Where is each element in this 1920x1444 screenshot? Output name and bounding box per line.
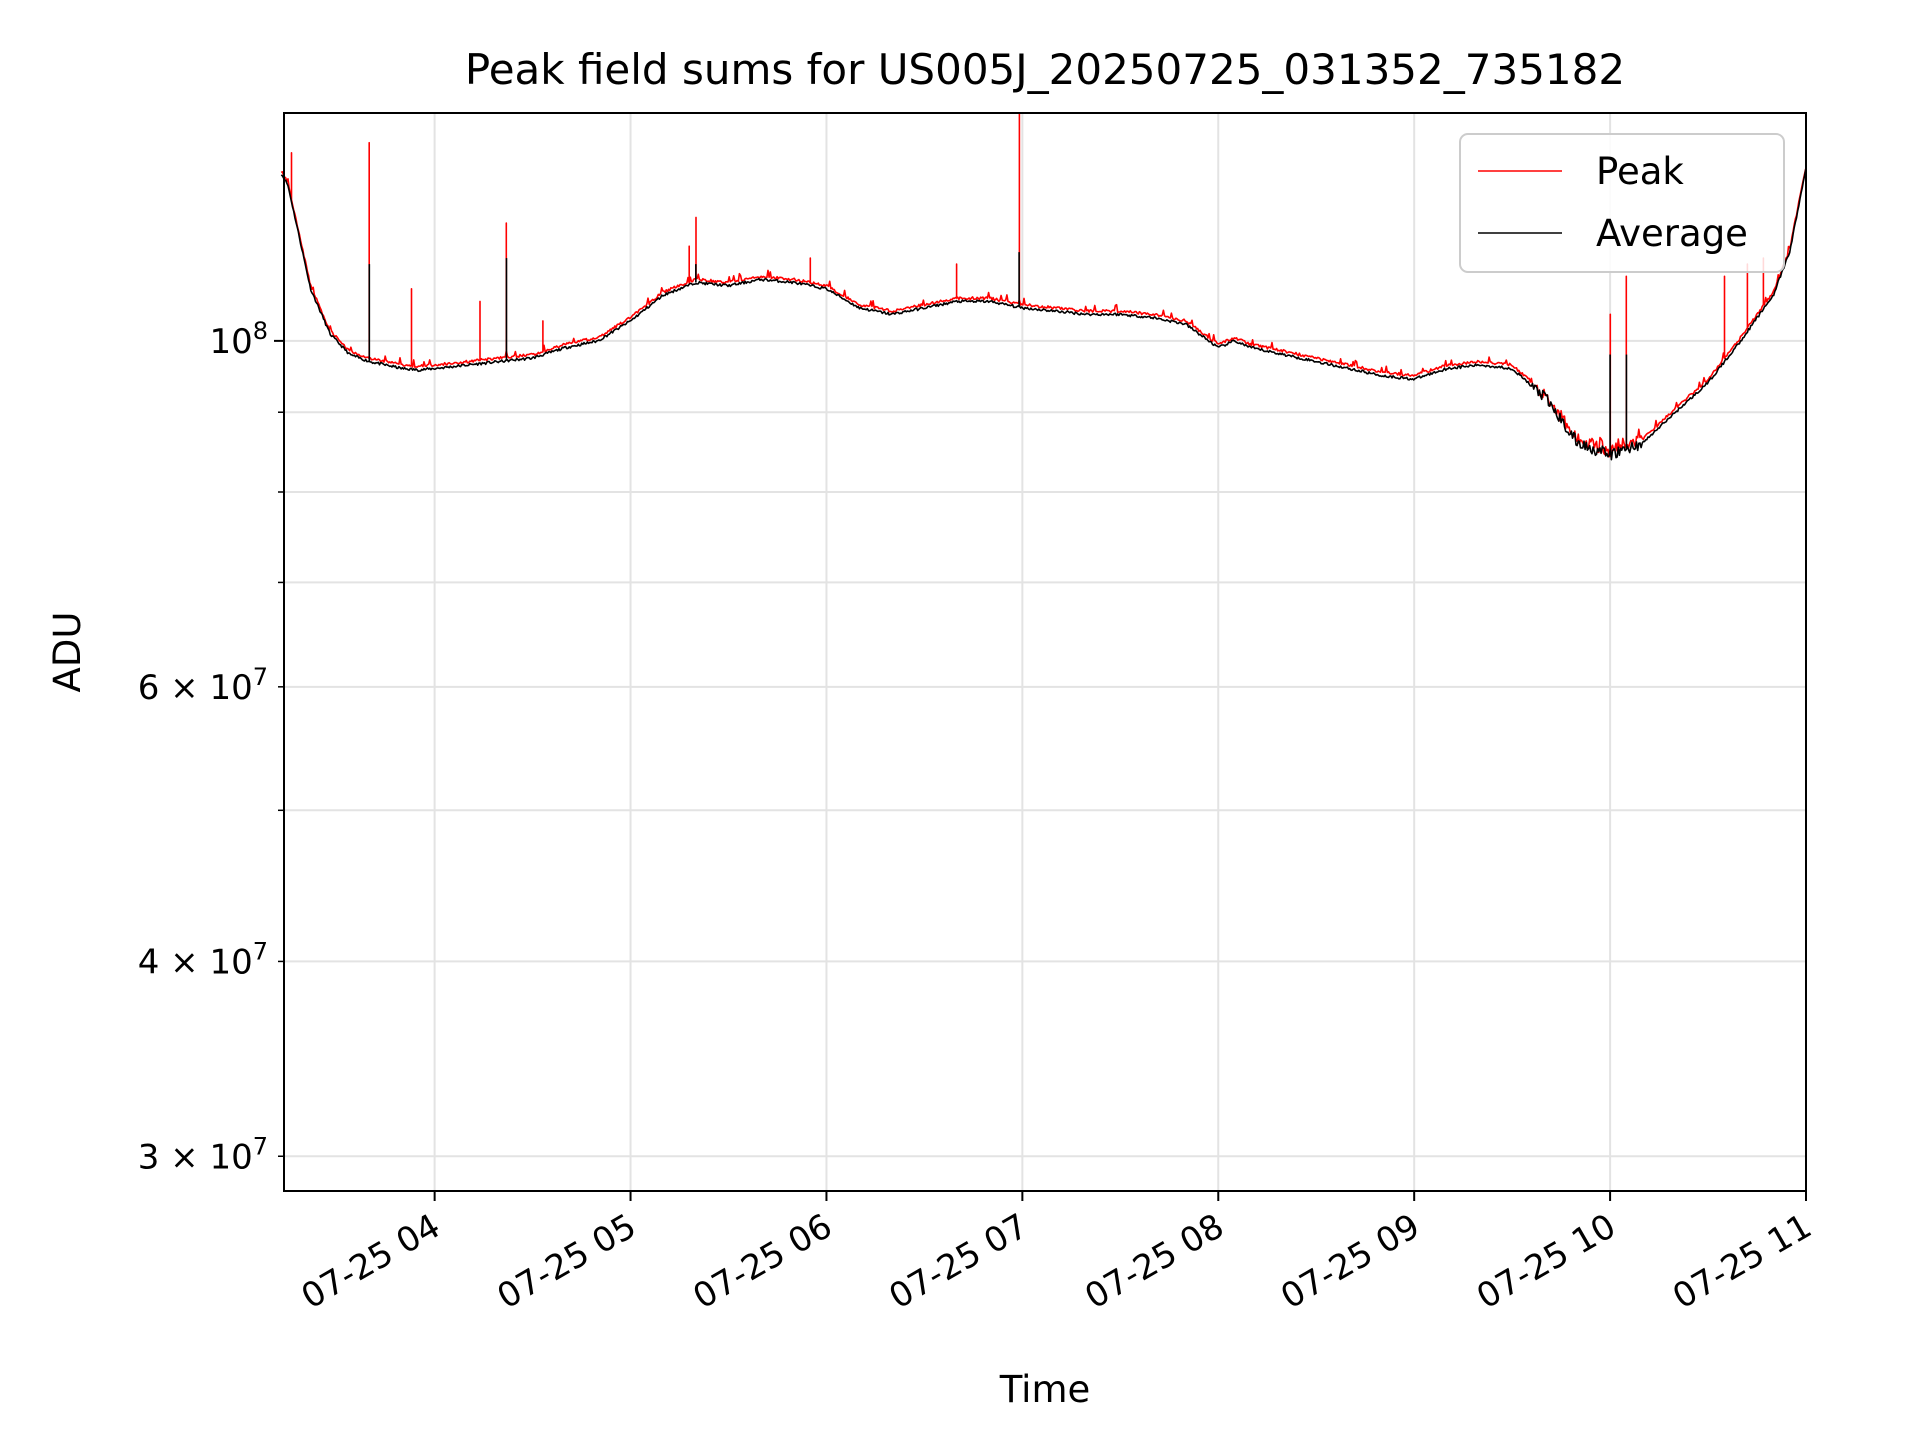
data-layer [280,112,1807,461]
legend-label-average: Average [1596,212,1748,255]
legend-label-peak: Peak [1596,150,1684,193]
legend: Peak Average [1459,133,1785,273]
series-line-peak [280,112,1807,458]
chart-title: Peak field sums for US005J_20250725_0313… [465,45,1625,94]
x-axis-label: Time [999,1368,1091,1411]
y-tick-label: 6 × 107 [138,663,268,708]
y-axis-label: ADU [46,612,89,693]
legend-box [1459,133,1785,273]
y-tick-label: 4 × 107 [138,937,268,982]
y-tick-label: 3 × 107 [138,1132,268,1177]
plot-frame [283,112,1807,1192]
series-line-average [280,169,1807,461]
